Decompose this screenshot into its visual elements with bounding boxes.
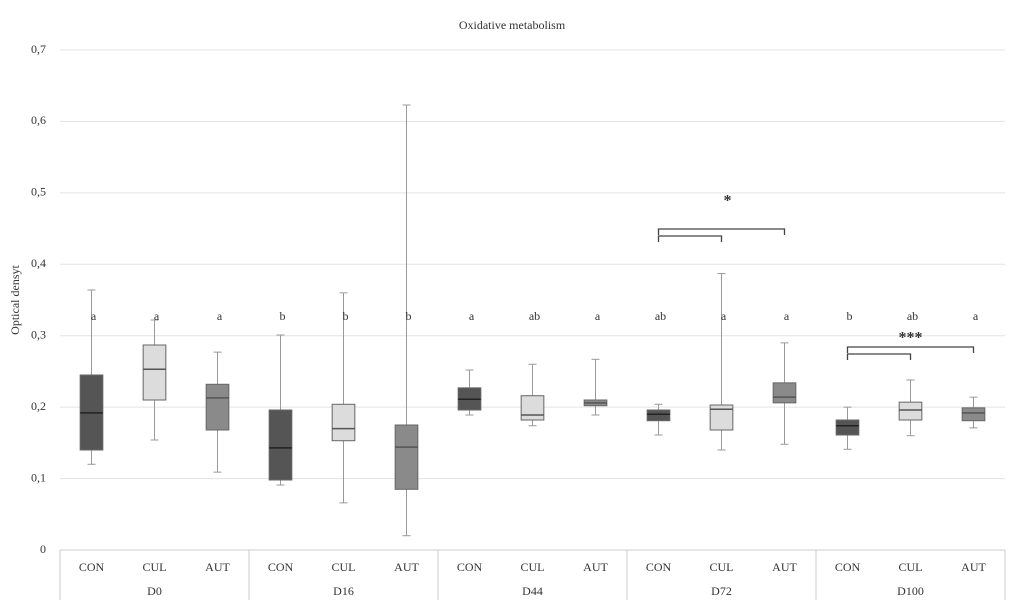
x-tick-label: CON bbox=[268, 560, 294, 574]
y-tick-label: 0,2 bbox=[31, 399, 46, 413]
significance-letter: a bbox=[784, 309, 790, 323]
significance-letter: b bbox=[406, 309, 412, 323]
group-label: D72 bbox=[711, 584, 732, 598]
significance-letter: a bbox=[154, 309, 160, 323]
significance-bracket bbox=[846, 346, 975, 353]
y-tick-label: 0,5 bbox=[31, 185, 46, 199]
x-tick-label: AUT bbox=[394, 560, 419, 574]
y-tick-label: 0 bbox=[40, 542, 46, 556]
significance-letter: ab bbox=[529, 309, 540, 323]
significance-bracket bbox=[846, 353, 912, 360]
x-tick-label: CUL bbox=[899, 560, 923, 574]
y-tick-label: 0,6 bbox=[31, 113, 46, 127]
group-label: D0 bbox=[147, 584, 162, 598]
y-tick-label: 0,1 bbox=[31, 470, 46, 484]
significance-letter: b bbox=[847, 309, 853, 323]
group-label: D100 bbox=[897, 584, 924, 598]
significance-star: * bbox=[724, 193, 732, 210]
box bbox=[898, 401, 923, 421]
box bbox=[394, 424, 419, 490]
y-axis-label: Optical densyt bbox=[8, 265, 22, 335]
significance-letter: a bbox=[217, 309, 223, 323]
x-tick-label: AUT bbox=[961, 560, 986, 574]
x-tick-label: AUT bbox=[583, 560, 608, 574]
x-tick-label: CUL bbox=[332, 560, 356, 574]
significance-letter: b bbox=[343, 309, 349, 323]
box bbox=[709, 404, 734, 431]
box bbox=[772, 382, 797, 404]
box bbox=[331, 403, 356, 442]
significance-letter: a bbox=[973, 309, 979, 323]
significance-letter: a bbox=[721, 309, 727, 323]
y-tick-label: 0,4 bbox=[31, 256, 46, 270]
significance-letter: ab bbox=[655, 309, 666, 323]
x-tick-label: AUT bbox=[205, 560, 230, 574]
box bbox=[205, 383, 230, 431]
box bbox=[961, 407, 986, 422]
x-tick-label: CON bbox=[835, 560, 861, 574]
significance-letter: b bbox=[280, 309, 286, 323]
box bbox=[646, 409, 671, 422]
x-tick-label: CUL bbox=[710, 560, 734, 574]
x-tick-label: CON bbox=[457, 560, 483, 574]
x-tick-label: CON bbox=[646, 560, 672, 574]
significance-letter: a bbox=[469, 309, 475, 323]
box bbox=[520, 395, 545, 421]
y-tick-label: 0,7 bbox=[31, 42, 46, 56]
x-tick-label: AUT bbox=[772, 560, 797, 574]
y-tick-label: 0,3 bbox=[31, 327, 46, 341]
significance-letter: a bbox=[595, 309, 601, 323]
x-tick-label: CON bbox=[79, 560, 105, 574]
box bbox=[268, 409, 293, 481]
group-label: D44 bbox=[522, 584, 543, 598]
group-label: D16 bbox=[333, 584, 354, 598]
significance-star: *** bbox=[899, 330, 923, 347]
x-tick-label: CUL bbox=[521, 560, 545, 574]
box bbox=[835, 419, 860, 436]
significance-bracket bbox=[657, 228, 786, 235]
significance-letter: ab bbox=[907, 309, 918, 323]
chart-title: Oxidative metabolism bbox=[459, 18, 566, 32]
x-tick-label: CUL bbox=[143, 560, 167, 574]
significance-bracket bbox=[657, 235, 723, 242]
box bbox=[142, 344, 167, 401]
significance-letter: a bbox=[91, 309, 97, 323]
